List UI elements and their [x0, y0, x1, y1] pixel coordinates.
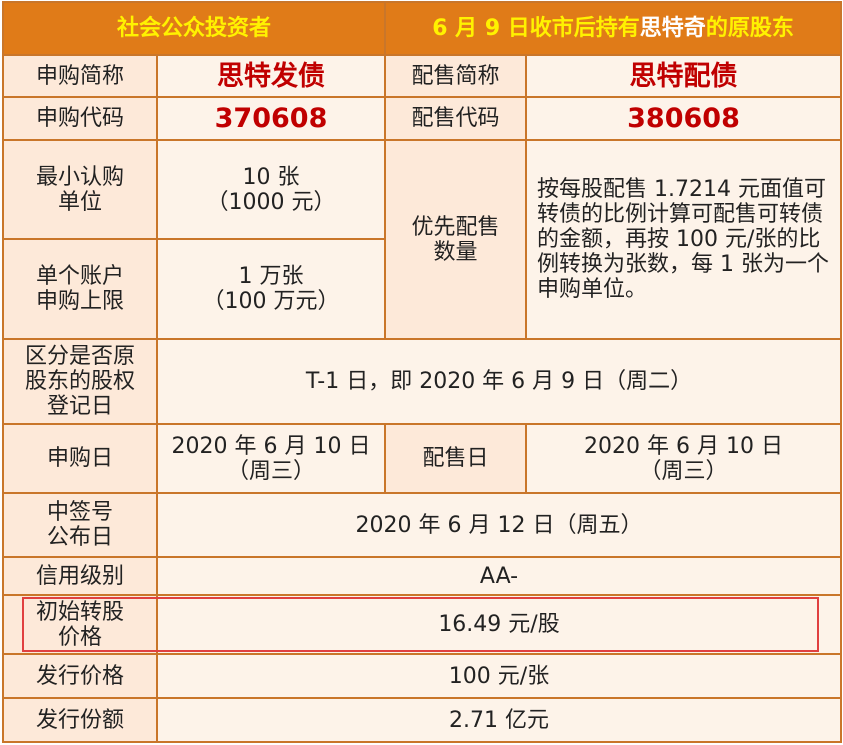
sub-code-label: 申购代码: [2, 96, 158, 141]
sub-name-label: 申购简称: [2, 54, 158, 98]
rating-row: 信用级别 AA-: [2, 556, 843, 596]
conversion-price-value: 16.49 元/股: [155, 594, 843, 655]
priority-description: 按每股配售 1.7214 元面值可转债的比例计算可配售可转债的金额，再按 100…: [525, 139, 843, 340]
limit-row: 单个账户 申购上限 1 万张 （100 万元）: [2, 238, 841, 340]
rating-value: AA-: [155, 556, 843, 596]
price-row: 发行价格 100 元/张: [2, 653, 843, 699]
sub-day-row: 申购日 2020 年 6 月 10 日 （周三） 配售日 2020 年 6 月 …: [2, 423, 843, 494]
code-row: 申购代码 370608 配售代码 380608: [2, 96, 843, 141]
size-row: 发行份额 2.71 亿元: [2, 697, 843, 743]
priority-label: 优先配售 数量: [384, 139, 528, 340]
issue-size-value: 2.71 亿元: [155, 697, 843, 743]
allot-code-value: 380608: [525, 96, 843, 141]
limit-label: 单个账户 申购上限: [2, 238, 158, 340]
issue-price-label: 发行价格: [2, 653, 158, 699]
header-public-investors: 社会公众投资者: [1, 1, 387, 56]
header-holders-post: 的原股东: [705, 16, 794, 41]
allot-name-label: 配售简称: [384, 54, 528, 98]
lottery-row: 中签号 公布日 2020 年 6 月 12 日（周五）: [2, 492, 843, 558]
min-unit-value: 10 张 （1000 元）: [155, 139, 387, 240]
name-row: 申购简称 思特发债 配售简称 思特配债: [2, 54, 843, 98]
rating-label: 信用级别: [2, 556, 158, 596]
limit-value: 1 万张 （100 万元）: [155, 238, 387, 340]
record-row: 区分是否原 股东的股权 登记日 T-1 日，即 2020 年 6 月 9 日（周…: [2, 338, 843, 425]
sub-day-label: 申购日: [2, 423, 158, 494]
min-unit-label: 最小认购 单位: [2, 139, 158, 240]
allot-day-label: 配售日: [384, 423, 528, 494]
issue-price-value: 100 元/张: [155, 653, 843, 699]
sub-day-value: 2020 年 6 月 10 日 （周三）: [155, 423, 387, 494]
record-date-label: 区分是否原 股东的股权 登记日: [2, 338, 158, 425]
allot-name-value: 思特配债: [525, 54, 843, 98]
conversion-row: 初始转股 价格 16.49 元/股: [2, 594, 843, 655]
header-original-holders: 6 月 9 日收市后持有思特奇的原股东: [384, 1, 843, 56]
header-holders-name: 思特奇: [639, 16, 706, 41]
lottery-label: 中签号 公布日: [2, 492, 158, 558]
min-unit-row: 最小认购 单位 10 张 （1000 元） 优先配售 数量 按每股配售 1.72…: [2, 139, 843, 340]
record-date-value: T-1 日，即 2020 年 6 月 9 日（周二）: [155, 338, 843, 425]
issue-size-label: 发行份额: [2, 697, 158, 743]
header-holders-pre: 6 月 9 日收市后持有: [432, 16, 640, 41]
conversion-price-label: 初始转股 价格: [2, 594, 158, 655]
sub-name-value: 思特发债: [155, 54, 387, 98]
lottery-value: 2020 年 6 月 12 日（周五）: [155, 492, 843, 558]
allot-day-value: 2020 年 6 月 10 日 （周三）: [525, 423, 843, 494]
allot-code-label: 配售代码: [384, 96, 528, 141]
sub-code-value: 370608: [155, 96, 387, 141]
header-row: 社会公众投资者 6 月 9 日收市后持有思特奇的原股东: [1, 1, 843, 56]
